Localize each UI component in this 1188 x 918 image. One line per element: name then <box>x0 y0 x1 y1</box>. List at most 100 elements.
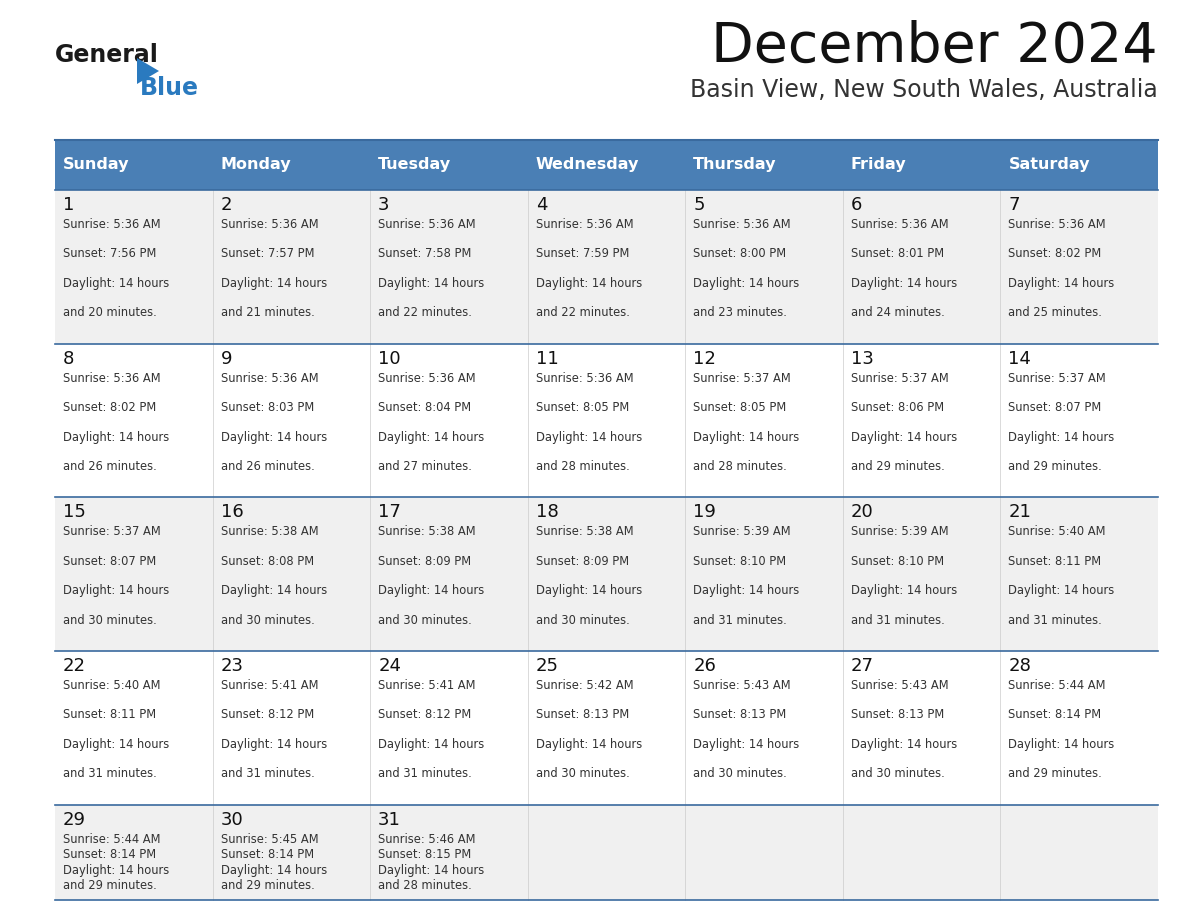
Bar <box>685 498 842 651</box>
Text: Sunset: 8:04 PM: Sunset: 8:04 PM <box>378 401 472 414</box>
Text: Sunrise: 5:42 AM: Sunrise: 5:42 AM <box>536 679 633 692</box>
Bar <box>55 140 213 190</box>
Text: and 21 minutes.: and 21 minutes. <box>221 307 315 319</box>
Bar <box>1000 190 1158 343</box>
Text: 17: 17 <box>378 503 402 521</box>
Bar <box>213 190 371 343</box>
Text: Daylight: 14 hours: Daylight: 14 hours <box>851 738 958 751</box>
Text: Daylight: 14 hours: Daylight: 14 hours <box>63 864 169 877</box>
Text: Sunrise: 5:36 AM: Sunrise: 5:36 AM <box>694 218 791 231</box>
Bar <box>527 651 685 805</box>
Text: Sunset: 8:13 PM: Sunset: 8:13 PM <box>851 709 944 722</box>
Text: and 24 minutes.: and 24 minutes. <box>851 307 944 319</box>
Text: 13: 13 <box>851 350 873 368</box>
Text: Sunrise: 5:44 AM: Sunrise: 5:44 AM <box>63 833 160 845</box>
Text: Daylight: 14 hours: Daylight: 14 hours <box>536 584 642 598</box>
Text: 2: 2 <box>221 196 232 214</box>
Text: Sunrise: 5:44 AM: Sunrise: 5:44 AM <box>1009 679 1106 692</box>
Text: Sunset: 8:11 PM: Sunset: 8:11 PM <box>63 709 156 722</box>
Text: Thursday: Thursday <box>694 158 777 173</box>
Bar <box>371 805 527 900</box>
Text: Sunset: 7:57 PM: Sunset: 7:57 PM <box>221 248 314 261</box>
Text: Sunset: 8:00 PM: Sunset: 8:00 PM <box>694 248 786 261</box>
Text: Friday: Friday <box>851 158 906 173</box>
Text: Daylight: 14 hours: Daylight: 14 hours <box>221 584 327 598</box>
Text: Sunset: 8:06 PM: Sunset: 8:06 PM <box>851 401 944 414</box>
Text: Daylight: 14 hours: Daylight: 14 hours <box>1009 584 1114 598</box>
Text: and 30 minutes.: and 30 minutes. <box>694 767 786 780</box>
Bar <box>213 498 371 651</box>
Text: and 31 minutes.: and 31 minutes. <box>851 614 944 627</box>
Text: Daylight: 14 hours: Daylight: 14 hours <box>378 431 485 443</box>
Bar <box>55 805 213 900</box>
Text: 19: 19 <box>694 503 716 521</box>
Text: Daylight: 14 hours: Daylight: 14 hours <box>536 738 642 751</box>
Text: Sunrise: 5:39 AM: Sunrise: 5:39 AM <box>851 525 948 538</box>
Text: Sunrise: 5:40 AM: Sunrise: 5:40 AM <box>63 679 160 692</box>
Bar <box>842 805 1000 900</box>
Text: Sunrise: 5:36 AM: Sunrise: 5:36 AM <box>536 218 633 231</box>
Text: Sunset: 8:08 PM: Sunset: 8:08 PM <box>221 554 314 568</box>
Text: 5: 5 <box>694 196 704 214</box>
Text: Sunset: 8:02 PM: Sunset: 8:02 PM <box>63 401 157 414</box>
Bar <box>213 805 371 900</box>
Text: Sunrise: 5:37 AM: Sunrise: 5:37 AM <box>851 372 948 385</box>
Text: Sunset: 8:10 PM: Sunset: 8:10 PM <box>851 554 944 568</box>
Text: Sunset: 8:09 PM: Sunset: 8:09 PM <box>378 554 472 568</box>
Text: Sunrise: 5:36 AM: Sunrise: 5:36 AM <box>536 372 633 385</box>
Text: and 31 minutes.: and 31 minutes. <box>221 767 315 780</box>
Text: Monday: Monday <box>221 158 291 173</box>
Bar <box>527 498 685 651</box>
Text: 22: 22 <box>63 657 86 675</box>
Text: Daylight: 14 hours: Daylight: 14 hours <box>63 738 169 751</box>
Text: Sunset: 8:03 PM: Sunset: 8:03 PM <box>221 401 314 414</box>
Bar <box>685 343 842 498</box>
Text: and 31 minutes.: and 31 minutes. <box>378 767 472 780</box>
Text: 4: 4 <box>536 196 548 214</box>
Text: General: General <box>55 43 159 67</box>
Text: Sunrise: 5:43 AM: Sunrise: 5:43 AM <box>694 679 791 692</box>
Bar <box>371 190 527 343</box>
Bar <box>371 498 527 651</box>
Text: and 30 minutes.: and 30 minutes. <box>221 614 315 627</box>
Bar <box>685 140 842 190</box>
Text: and 30 minutes.: and 30 minutes. <box>851 767 944 780</box>
Text: Sunday: Sunday <box>63 158 129 173</box>
Bar <box>55 498 213 651</box>
Text: and 31 minutes.: and 31 minutes. <box>63 767 157 780</box>
Bar <box>371 140 527 190</box>
Text: Sunset: 8:07 PM: Sunset: 8:07 PM <box>1009 401 1101 414</box>
Text: and 29 minutes.: and 29 minutes. <box>851 460 944 473</box>
Text: Daylight: 14 hours: Daylight: 14 hours <box>1009 277 1114 290</box>
Text: and 30 minutes.: and 30 minutes. <box>536 614 630 627</box>
Text: 8: 8 <box>63 350 75 368</box>
Text: and 20 minutes.: and 20 minutes. <box>63 307 157 319</box>
Text: and 25 minutes.: and 25 minutes. <box>1009 307 1102 319</box>
Text: Sunrise: 5:36 AM: Sunrise: 5:36 AM <box>221 218 318 231</box>
Text: and 26 minutes.: and 26 minutes. <box>221 460 315 473</box>
Text: Daylight: 14 hours: Daylight: 14 hours <box>378 277 485 290</box>
Text: and 23 minutes.: and 23 minutes. <box>694 307 788 319</box>
Text: Daylight: 14 hours: Daylight: 14 hours <box>694 584 800 598</box>
Text: Daylight: 14 hours: Daylight: 14 hours <box>1009 738 1114 751</box>
Bar <box>685 190 842 343</box>
Text: 26: 26 <box>694 657 716 675</box>
Text: Sunset: 8:14 PM: Sunset: 8:14 PM <box>1009 709 1101 722</box>
Text: and 31 minutes.: and 31 minutes. <box>1009 614 1102 627</box>
Text: and 27 minutes.: and 27 minutes. <box>378 460 472 473</box>
Text: and 29 minutes.: and 29 minutes. <box>1009 460 1102 473</box>
Text: Daylight: 14 hours: Daylight: 14 hours <box>63 584 169 598</box>
Bar <box>842 498 1000 651</box>
Text: Sunrise: 5:36 AM: Sunrise: 5:36 AM <box>221 372 318 385</box>
Text: Sunset: 8:13 PM: Sunset: 8:13 PM <box>536 709 628 722</box>
Text: Sunset: 8:15 PM: Sunset: 8:15 PM <box>378 848 472 861</box>
Text: Tuesday: Tuesday <box>378 158 451 173</box>
Text: Daylight: 14 hours: Daylight: 14 hours <box>378 864 485 877</box>
Text: Sunrise: 5:36 AM: Sunrise: 5:36 AM <box>851 218 948 231</box>
Bar <box>842 651 1000 805</box>
Bar <box>1000 343 1158 498</box>
Text: Sunrise: 5:41 AM: Sunrise: 5:41 AM <box>221 679 318 692</box>
Text: Sunset: 8:12 PM: Sunset: 8:12 PM <box>221 709 314 722</box>
Text: Sunrise: 5:36 AM: Sunrise: 5:36 AM <box>63 218 160 231</box>
Text: Sunset: 8:02 PM: Sunset: 8:02 PM <box>1009 248 1101 261</box>
